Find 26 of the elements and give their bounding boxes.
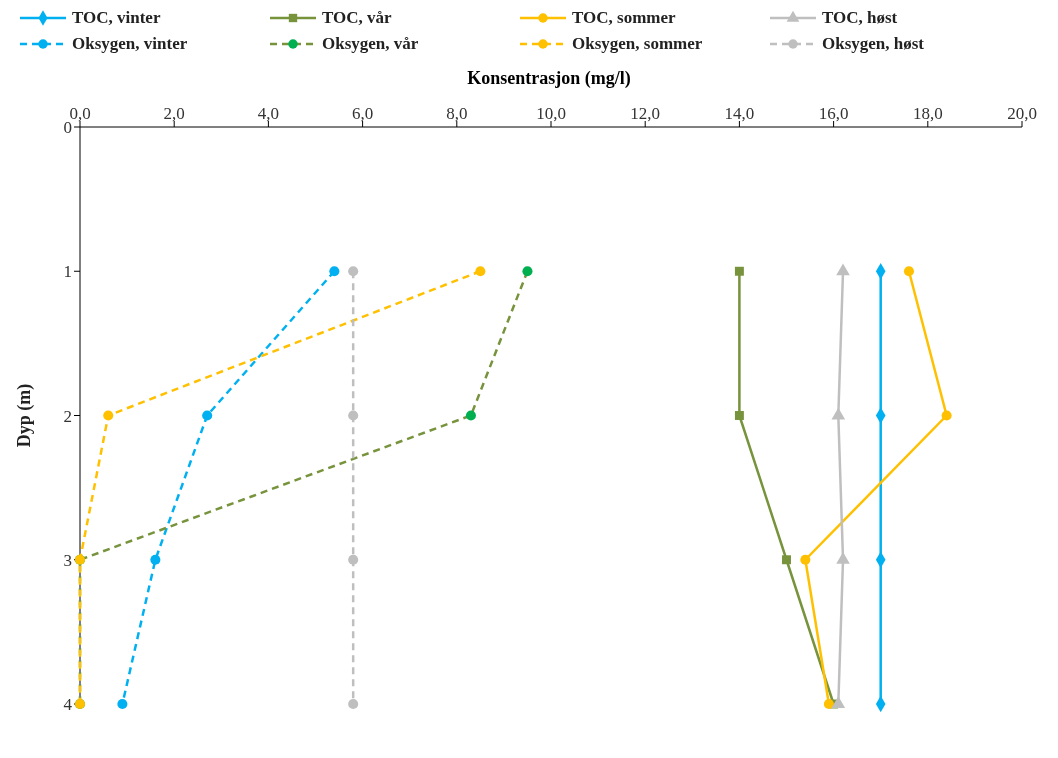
y-tick-label: 1 [63, 262, 72, 282]
legend-label: TOC, sommer [572, 8, 676, 28]
x-tick-label: 6,0 [351, 104, 374, 123]
x-tick-label: 20,0 [1007, 104, 1037, 123]
x-tick-label: 18,0 [912, 104, 943, 123]
x-tick-label: 2,0 [163, 104, 185, 123]
legend-label: Oksygen, vinter [72, 34, 188, 54]
legend-label: TOC, høst [822, 8, 898, 28]
x-tick-label: 8,0 [446, 104, 468, 123]
y-tick-label: 0 [63, 118, 72, 138]
x-tick-label: 10,0 [536, 104, 566, 123]
legend-label: Oksygen, sommer [572, 34, 703, 54]
y-tick-label: 4 [63, 695, 73, 715]
legend-label: Oksygen, høst [822, 34, 925, 54]
y-axis-title: Dyp (m) [14, 383, 36, 448]
y-tick-label: 3 [63, 550, 72, 570]
x-tick-label: 12,0 [630, 104, 661, 123]
legend-label: Oksygen, vår [322, 34, 419, 54]
legend-label: TOC, vinter [72, 8, 161, 28]
x-tick-label: 4,0 [257, 104, 280, 123]
x-axis-title: Konsentrasjon (mg/l) [466, 68, 632, 89]
x-tick-label: 16,0 [818, 104, 849, 123]
legend-label: TOC, vår [322, 8, 392, 28]
x-tick-label: 0,0 [69, 104, 91, 123]
y-tick-label: 2 [63, 406, 72, 426]
x-tick-label: 14,0 [724, 104, 755, 123]
